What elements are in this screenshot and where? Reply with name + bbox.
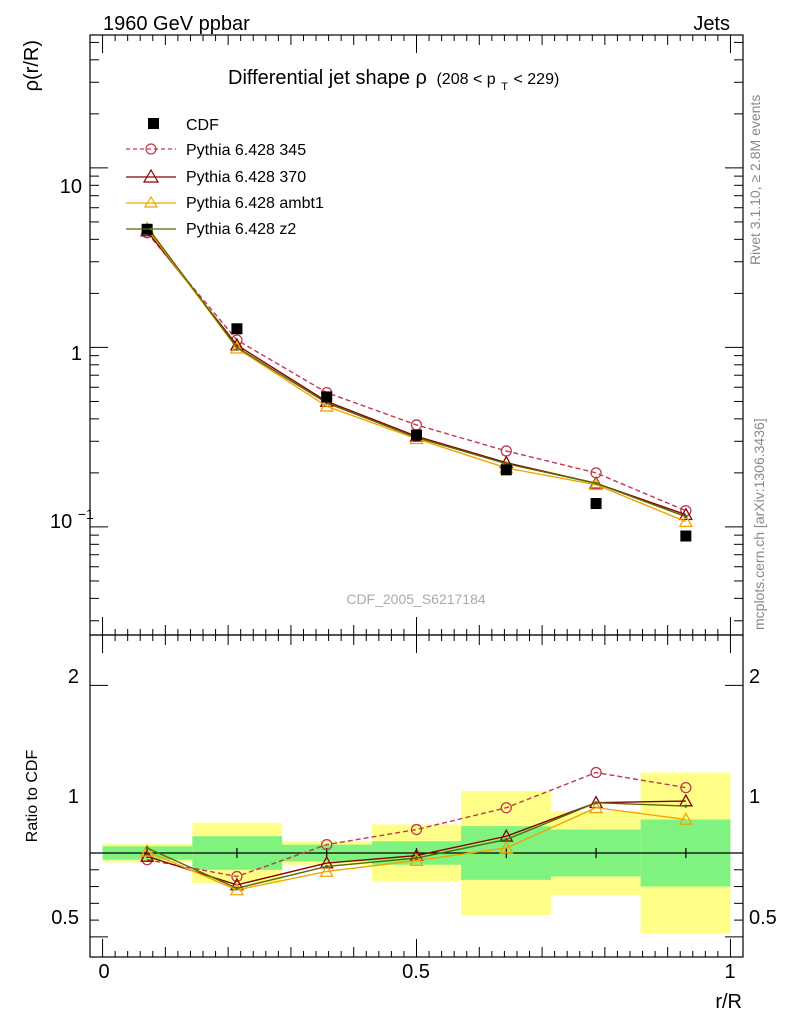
ratio-marker-0 bbox=[410, 823, 423, 836]
y-tick-label-0p1-exp: −1 bbox=[78, 506, 94, 522]
series-marker-1 bbox=[678, 507, 693, 521]
ratio-tick-label-0p5: 0.5 bbox=[51, 907, 79, 929]
ratio-marker-2 bbox=[588, 800, 604, 814]
data-point-cdf bbox=[411, 429, 422, 441]
header-process: Jets bbox=[693, 13, 730, 35]
ratio-series-layer bbox=[140, 766, 693, 896]
legend-345-label: Pythia 6.428 345 bbox=[186, 142, 306, 159]
ratio-bands bbox=[90, 772, 743, 934]
ratio-marker-3 bbox=[325, 864, 329, 869]
header-energy: 1960 GeV ppbar bbox=[103, 13, 250, 35]
legend-370-marker bbox=[142, 168, 160, 183]
ratio-marker-3 bbox=[235, 886, 239, 890]
ratio-axis-ticks bbox=[90, 635, 743, 957]
legend-345-marker bbox=[145, 143, 157, 155]
mcplots-label: mcplots.cern.ch [arXiv:1306.3436] bbox=[751, 418, 767, 630]
ratio-marker-3 bbox=[684, 804, 688, 808]
series-marker-3 bbox=[594, 481, 598, 485]
ratio-line-2 bbox=[146, 807, 686, 891]
legend-entry-cdf: CDF bbox=[148, 117, 219, 134]
title-cut-end: < 229) bbox=[513, 71, 559, 88]
legend-entry-ambt1: Pythia 6.428 ambt1 bbox=[126, 195, 324, 212]
series-line-1 bbox=[146, 230, 687, 516]
ratio-plot: Ratio to CDF 2 1 0.5 2 1 0.5 0 0.5 1 r/R bbox=[24, 634, 777, 1013]
legend-entry-z2: Pythia 6.428 z2 bbox=[126, 221, 296, 238]
legend-370-label: Pythia 6.428 370 bbox=[186, 169, 306, 186]
series-line-0 bbox=[146, 232, 687, 512]
ratio-tick-label-2-right: 2 bbox=[749, 666, 760, 688]
data-point-cdf bbox=[500, 464, 512, 476]
ratio-y-axis-label: Ratio to CDF bbox=[24, 750, 41, 843]
ratio-marker-0 bbox=[590, 766, 602, 779]
series-line-2 bbox=[146, 228, 687, 523]
title-cut: (208 < p bbox=[436, 71, 495, 88]
legend-entry-370: Pythia 6.428 370 bbox=[126, 168, 306, 186]
y-tick-label-1: 1 bbox=[71, 343, 82, 365]
legend-ambt1-marker bbox=[143, 195, 159, 208]
ratio-marker-3 bbox=[504, 838, 508, 842]
data-point-cdf bbox=[321, 391, 333, 403]
data-point-cdf bbox=[231, 323, 243, 335]
ratio-marker-0 bbox=[231, 870, 243, 883]
x-axis-label: r/R bbox=[715, 991, 742, 1013]
legend-ambt1-label: Pythia 6.428 ambt1 bbox=[186, 195, 324, 212]
ratio-marker-2 bbox=[409, 853, 424, 867]
ratio-tick-label-0p5-right: 0.5 bbox=[749, 907, 777, 929]
y-axis-label: ρ(r/R) bbox=[21, 40, 43, 91]
ratio-marker-0 bbox=[500, 802, 512, 814]
ratio-marker-2 bbox=[140, 844, 155, 857]
title-main: Differential jet shape ρ bbox=[228, 67, 427, 89]
ratio-line-0 bbox=[147, 771, 686, 878]
x-tick-label-0: 0 bbox=[98, 961, 109, 983]
y-tick-label-10: 10 bbox=[60, 176, 82, 198]
ratio-marker-3 bbox=[414, 856, 419, 860]
series-marker-2 bbox=[319, 398, 334, 412]
ratio-tick-label-1-right: 1 bbox=[749, 786, 760, 808]
main-plot: Differential jet shape ρ (208 < p T < 22… bbox=[21, 34, 744, 636]
ratio-marker-2 bbox=[678, 812, 693, 825]
ratio-marker-0 bbox=[321, 838, 333, 851]
ratio-marker-3 bbox=[594, 801, 598, 805]
legend-entry-345: Pythia 6.428 345 bbox=[126, 142, 306, 159]
ratio-marker-2 bbox=[499, 840, 514, 854]
ratio-tick-label-2: 2 bbox=[68, 666, 79, 688]
series-marker-3 bbox=[235, 345, 239, 350]
series-marker-2 bbox=[678, 514, 693, 528]
series-line-3 bbox=[146, 226, 687, 518]
ratio-marker-0 bbox=[680, 781, 692, 794]
x-tick-label-1: 1 bbox=[724, 961, 735, 983]
legend: CDF Pythia 6.428 345 Pythia 6.428 370 Py… bbox=[126, 117, 324, 238]
legend-z2-marker bbox=[149, 227, 153, 231]
ratio-marker-2 bbox=[319, 864, 334, 877]
ratio-marker-2 bbox=[229, 882, 245, 896]
y-tick-label-0p1: 10 −1 bbox=[50, 506, 94, 533]
x-tick-label-0p5: 0.5 bbox=[402, 961, 430, 983]
data-point-cdf bbox=[590, 498, 602, 510]
watermark: CDF_2005_S6217184 bbox=[346, 591, 486, 607]
chart-title: Differential jet shape ρ (208 < p T < 22… bbox=[228, 67, 559, 95]
legend-cdf-marker bbox=[148, 118, 159, 129]
legend-cdf-label: CDF bbox=[186, 117, 219, 134]
y-tick-label-0p1-base: 10 bbox=[50, 511, 72, 533]
ratio-tick-label-1: 1 bbox=[68, 786, 79, 808]
data-point-cdf bbox=[680, 530, 692, 542]
title-cut-sub: T bbox=[501, 81, 508, 93]
main-series-layer bbox=[140, 221, 693, 542]
rivet-label: Rivet 3.1.10, ≥ 2.8M events bbox=[747, 95, 763, 265]
legend-z2-label: Pythia 6.428 z2 bbox=[186, 221, 296, 238]
series-marker-2 bbox=[229, 340, 245, 354]
main-axis-ticks bbox=[90, 35, 743, 635]
series-marker-3 bbox=[684, 515, 688, 519]
ratio-marker-3 bbox=[145, 846, 149, 850]
